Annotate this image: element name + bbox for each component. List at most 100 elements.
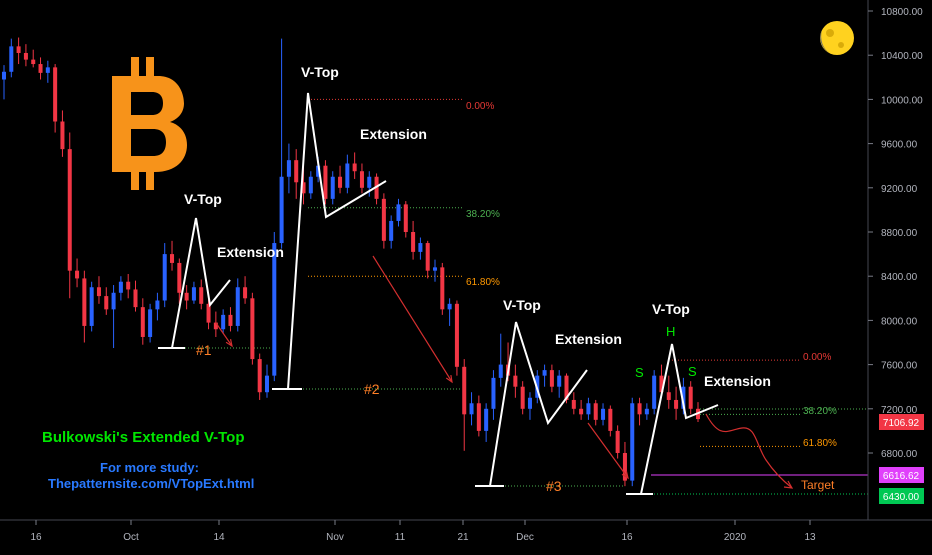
candle-body xyxy=(381,198,386,241)
candle-body xyxy=(308,176,313,194)
candle-body xyxy=(286,160,291,177)
pattern-2-peak-label: V-Top xyxy=(301,64,339,80)
candle-body xyxy=(359,171,364,188)
candle-body xyxy=(484,408,489,431)
candle-body xyxy=(243,287,248,299)
candle-body xyxy=(235,287,240,326)
candle-body xyxy=(352,163,357,172)
bitcoin-logo xyxy=(112,57,187,190)
x-tick-label: 16 xyxy=(30,532,42,543)
study-line: For more study: xyxy=(100,460,199,475)
headline: Bulkowski's Extended V-Top xyxy=(42,429,245,446)
candle-body xyxy=(170,254,175,263)
candle-body xyxy=(148,309,153,337)
fib-label-61-left: 61.80% xyxy=(466,277,500,288)
candle-body xyxy=(133,289,138,308)
candle-body xyxy=(279,176,284,244)
candle-body xyxy=(31,59,36,65)
candle-body xyxy=(586,403,591,415)
arrow-3-head xyxy=(621,471,629,480)
candle-body xyxy=(1,71,7,80)
candle-body xyxy=(652,375,657,409)
candle-body xyxy=(53,67,58,122)
candle-body xyxy=(294,160,299,183)
pattern-1-peak-label: V-Top xyxy=(184,191,222,207)
arrow-3 xyxy=(587,422,629,479)
fib-label-0-left: 0.00% xyxy=(466,101,494,112)
candle-body xyxy=(527,397,532,409)
candle-body xyxy=(630,403,635,481)
candle-body xyxy=(637,403,642,415)
x-tick-label: 2020 xyxy=(724,532,747,543)
candle-body xyxy=(666,392,671,400)
arrow-1 xyxy=(215,322,233,347)
candle-body xyxy=(564,375,569,400)
candle-body xyxy=(162,254,167,301)
candle-body xyxy=(96,287,101,297)
hs-right-shoulder-label: S xyxy=(688,364,697,379)
candle-body xyxy=(111,292,116,310)
candle-body xyxy=(659,375,664,393)
y-tick-label: 7200.00 xyxy=(881,405,918,416)
pattern-3-peak-label: V-Top xyxy=(503,297,541,313)
candle-body xyxy=(67,149,72,271)
candle-body xyxy=(469,403,474,415)
pattern-3-extension-label: Extension xyxy=(555,331,622,347)
fib-label-38-left: 38.20% xyxy=(466,209,500,220)
candle-body xyxy=(199,287,204,304)
candle-body xyxy=(155,300,160,310)
fib-lines xyxy=(185,98,868,495)
fib-label-0-right: 0.00% xyxy=(803,352,831,363)
y-tick-label: 9600.00 xyxy=(881,140,918,151)
hs-left-shoulder-label: S xyxy=(635,365,644,380)
candle-body xyxy=(557,375,562,387)
price-label-box xyxy=(879,488,924,504)
candle-body xyxy=(411,232,416,252)
x-tick-label: Oct xyxy=(123,532,139,543)
candle-body xyxy=(601,408,606,420)
study-url[interactable]: Thepatternsite.com/VTopExt.html xyxy=(48,476,254,491)
candles xyxy=(1,37,701,487)
candle-body xyxy=(644,408,649,415)
candle-body xyxy=(301,182,306,194)
candle-body xyxy=(608,408,613,431)
candle-body xyxy=(264,375,269,393)
pattern-1-number-label: #1 xyxy=(196,342,212,358)
y-axis: 10800.00 10400.00 10000.00 9600.00 9200.00 88… xyxy=(867,0,923,520)
x-tick-label: 13 xyxy=(804,532,816,543)
candle-body xyxy=(221,314,226,330)
arrow-2 xyxy=(372,255,453,383)
v-top-1-outline xyxy=(171,217,231,349)
candle-body xyxy=(681,386,686,409)
candle-body xyxy=(491,377,496,409)
price-label-text: 6430.00 xyxy=(883,492,920,503)
candle-body xyxy=(513,375,518,387)
candle-body xyxy=(140,307,145,337)
candle-body xyxy=(593,403,598,420)
candle-body xyxy=(104,296,109,310)
y-tick-label: 8000.00 xyxy=(881,316,918,327)
candle-body xyxy=(213,322,218,330)
candle-body xyxy=(89,287,94,326)
candle-body xyxy=(367,176,372,188)
candle-body xyxy=(615,430,620,453)
candle-body xyxy=(272,243,277,376)
v-top-3-outline xyxy=(489,321,588,487)
candle-body xyxy=(674,399,679,409)
candle-body xyxy=(75,270,80,279)
candle-body xyxy=(323,165,328,199)
moon-icon xyxy=(820,21,854,55)
x-tick-label: 14 xyxy=(213,532,225,543)
candle-body xyxy=(440,267,445,310)
candle-body xyxy=(418,243,423,252)
candle-body xyxy=(177,262,182,293)
candle-body xyxy=(45,67,50,73)
candle-body xyxy=(16,46,21,53)
candle-body xyxy=(688,386,693,409)
y-tick-label: 10400.00 xyxy=(881,51,923,62)
candle-body xyxy=(60,121,65,150)
x-tick-label: 16 xyxy=(621,532,633,543)
pattern-4-extension-label: Extension xyxy=(704,373,771,389)
